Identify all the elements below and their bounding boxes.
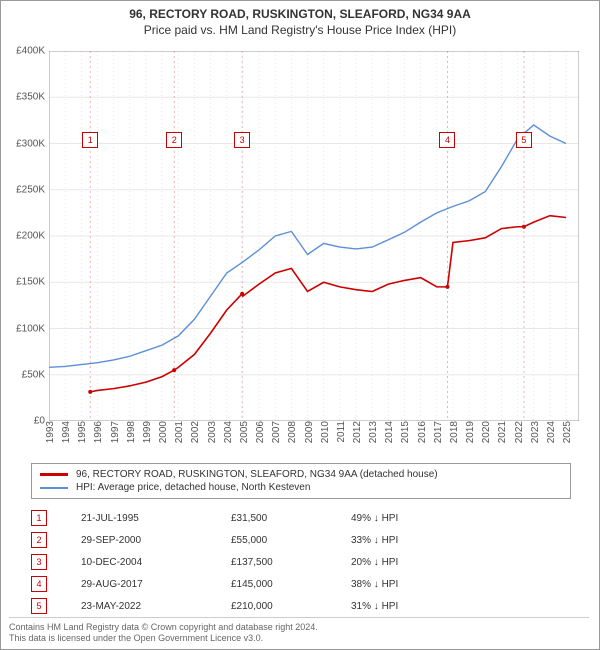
x-tick-label: 2008: [287, 421, 298, 443]
x-tick-label: 2014: [384, 421, 395, 443]
sale-pct: 49% ↓ HPI: [351, 513, 531, 524]
x-tick-label: 2000: [158, 421, 169, 443]
x-tick-label: 2022: [514, 421, 525, 443]
x-tick-label: 2009: [304, 421, 315, 443]
y-tick-label: £0: [34, 416, 45, 427]
sale-pct: 38% ↓ HPI: [351, 579, 531, 590]
sale-pct: 33% ↓ HPI: [351, 535, 531, 546]
sale-price: £210,000: [231, 601, 351, 612]
sales-row: 2 29-SEP-2000£55,00033% ↓ HPI: [31, 529, 571, 551]
x-tick-label: 2002: [190, 421, 201, 443]
sale-price: £137,500: [231, 557, 351, 568]
sale-marker: 2: [31, 532, 47, 548]
x-tick-label: 1993: [45, 421, 56, 443]
sale-date: 29-AUG-2017: [81, 579, 231, 590]
sale-price: £31,500: [231, 513, 351, 524]
footer-line-2: This data is licensed under the Open Gov…: [9, 633, 589, 645]
x-tick-label: 2020: [481, 421, 492, 443]
chart-marker: 5: [516, 132, 532, 148]
x-tick-label: 2012: [352, 421, 363, 443]
x-tick-label: 2007: [271, 421, 282, 443]
x-tick-label: 2004: [223, 421, 234, 443]
x-tick-label: 2013: [368, 421, 379, 443]
chart-marker: 4: [439, 132, 455, 148]
chart-container: 96, RECTORY ROAD, RUSKINGTON, SLEAFORD, …: [0, 0, 600, 650]
chart-marker: 2: [166, 132, 182, 148]
sale-pct: 31% ↓ HPI: [351, 601, 531, 612]
y-tick-label: £100K: [16, 323, 45, 334]
x-tick-label: 2011: [336, 421, 347, 443]
x-tick-label: 2025: [562, 421, 573, 443]
y-tick-label: £50K: [22, 369, 45, 380]
x-tick-label: 2016: [417, 421, 428, 443]
x-tick-label: 2017: [433, 421, 444, 443]
sale-date: 10-DEC-2004: [81, 557, 231, 568]
y-tick-label: £400K: [16, 46, 45, 57]
sales-row: 1 21-JUL-1995£31,50049% ↓ HPI: [31, 507, 571, 529]
x-tick-label: 1996: [93, 421, 104, 443]
y-tick-label: £350K: [16, 92, 45, 103]
sale-date: 21-JUL-1995: [81, 513, 231, 524]
chart-area: £0£50K£100K£150K£200K£250K£300K£350K£400…: [49, 51, 579, 421]
title-main: 96, RECTORY ROAD, RUSKINGTON, SLEAFORD, …: [1, 7, 599, 21]
sale-marker: 5: [31, 598, 47, 614]
legend-swatch: [40, 473, 68, 476]
footer-line-1: Contains HM Land Registry data © Crown c…: [9, 622, 589, 634]
x-tick-label: 2023: [530, 421, 541, 443]
title-sub: Price paid vs. HM Land Registry's House …: [1, 23, 599, 37]
x-tick-label: 1999: [142, 421, 153, 443]
legend-item: 96, RECTORY ROAD, RUSKINGTON, SLEAFORD, …: [40, 468, 562, 481]
legend-label: HPI: Average price, detached house, Nort…: [76, 482, 310, 493]
x-tick-label: 1994: [61, 421, 72, 443]
x-tick-label: 2001: [174, 421, 185, 443]
sales-row: 3 10-DEC-2004£137,50020% ↓ HPI: [31, 551, 571, 573]
sales-row: 5 23-MAY-2022£210,00031% ↓ HPI: [31, 595, 571, 617]
sale-price: £55,000: [231, 535, 351, 546]
x-tick-label: 2006: [255, 421, 266, 443]
x-tick-label: 2018: [449, 421, 460, 443]
sale-price: £145,000: [231, 579, 351, 590]
sales-table: 1 21-JUL-1995£31,50049% ↓ HPI 2 29-SEP-2000…: [31, 507, 571, 617]
x-tick-label: 2024: [546, 421, 557, 443]
sale-date: 29-SEP-2000: [81, 535, 231, 546]
chart-marker: 1: [82, 132, 98, 148]
x-tick-label: 2015: [400, 421, 411, 443]
sale-pct: 20% ↓ HPI: [351, 557, 531, 568]
x-tick-label: 1998: [126, 421, 137, 443]
x-tick-label: 2003: [207, 421, 218, 443]
legend-label: 96, RECTORY ROAD, RUSKINGTON, SLEAFORD, …: [76, 469, 438, 480]
x-tick-label: 2019: [465, 421, 476, 443]
sale-marker: 3: [31, 554, 47, 570]
y-tick-label: £300K: [16, 138, 45, 149]
y-tick-label: £200K: [16, 231, 45, 242]
legend: 96, RECTORY ROAD, RUSKINGTON, SLEAFORD, …: [31, 463, 571, 499]
legend-item: HPI: Average price, detached house, Nort…: [40, 481, 562, 494]
x-tick-label: 1995: [77, 421, 88, 443]
x-tick-label: 2005: [239, 421, 250, 443]
footer: Contains HM Land Registry data © Crown c…: [9, 617, 589, 645]
chart-marker: 3: [234, 132, 250, 148]
y-tick-label: £250K: [16, 184, 45, 195]
title-block: 96, RECTORY ROAD, RUSKINGTON, SLEAFORD, …: [1, 1, 599, 37]
y-tick-label: £150K: [16, 277, 45, 288]
x-tick-label: 1997: [110, 421, 121, 443]
chart-svg: [49, 51, 579, 421]
sale-marker: 4: [31, 576, 47, 592]
sale-date: 23-MAY-2022: [81, 601, 231, 612]
legend-swatch: [40, 487, 68, 489]
x-tick-label: 2021: [497, 421, 508, 443]
sale-marker: 1: [31, 510, 47, 526]
x-tick-label: 2010: [320, 421, 331, 443]
sales-row: 4 29-AUG-2017£145,00038% ↓ HPI: [31, 573, 571, 595]
